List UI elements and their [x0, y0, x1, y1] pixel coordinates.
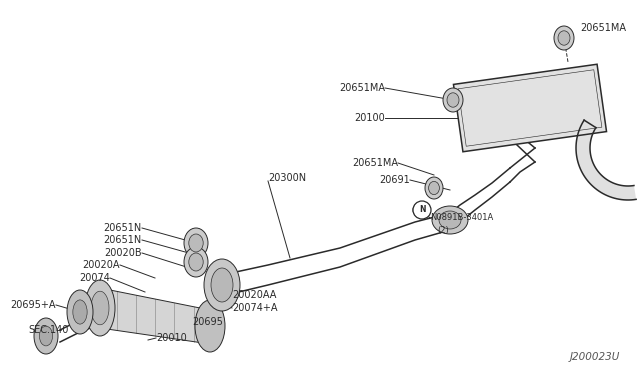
Ellipse shape [40, 326, 52, 346]
Text: 20695: 20695 [192, 317, 223, 327]
Text: J200023U: J200023U [570, 352, 620, 362]
Ellipse shape [204, 259, 240, 311]
Polygon shape [454, 64, 607, 152]
Ellipse shape [211, 268, 233, 302]
Ellipse shape [184, 228, 208, 258]
Ellipse shape [195, 300, 225, 352]
Ellipse shape [413, 203, 427, 217]
Text: 20010: 20010 [156, 333, 187, 343]
Text: 20020AA: 20020AA [232, 290, 276, 300]
Ellipse shape [184, 247, 208, 277]
Text: 20100: 20100 [355, 113, 385, 123]
Ellipse shape [67, 290, 93, 334]
Ellipse shape [189, 234, 204, 252]
Ellipse shape [425, 177, 443, 199]
Ellipse shape [439, 211, 461, 229]
Ellipse shape [554, 26, 574, 50]
Ellipse shape [429, 182, 440, 195]
Circle shape [413, 201, 431, 219]
Text: (2): (2) [437, 225, 449, 234]
Ellipse shape [85, 280, 115, 336]
Text: N0891B-3401A: N0891B-3401A [430, 214, 493, 222]
Ellipse shape [447, 93, 459, 107]
Text: 20695+A: 20695+A [10, 300, 56, 310]
Text: 20691: 20691 [380, 175, 410, 185]
Text: 20020A: 20020A [83, 260, 120, 270]
Text: 20651MA: 20651MA [339, 83, 385, 93]
Text: 20651N: 20651N [104, 223, 142, 233]
Text: SEC.140: SEC.140 [28, 325, 68, 335]
Text: 20074+A: 20074+A [232, 303, 278, 313]
Text: 20300N: 20300N [268, 173, 306, 183]
Text: 20651MA: 20651MA [580, 23, 626, 33]
Text: 20074: 20074 [79, 273, 110, 283]
Ellipse shape [73, 300, 87, 324]
Polygon shape [100, 288, 210, 344]
Ellipse shape [558, 31, 570, 45]
Ellipse shape [443, 88, 463, 112]
Text: 20020B: 20020B [104, 248, 142, 258]
Text: N: N [419, 205, 425, 215]
Ellipse shape [34, 318, 58, 354]
Text: 20651MA: 20651MA [352, 158, 398, 168]
Ellipse shape [91, 291, 109, 325]
Ellipse shape [432, 206, 468, 234]
Ellipse shape [189, 253, 204, 271]
Text: 20651N: 20651N [104, 235, 142, 245]
Polygon shape [576, 120, 636, 200]
